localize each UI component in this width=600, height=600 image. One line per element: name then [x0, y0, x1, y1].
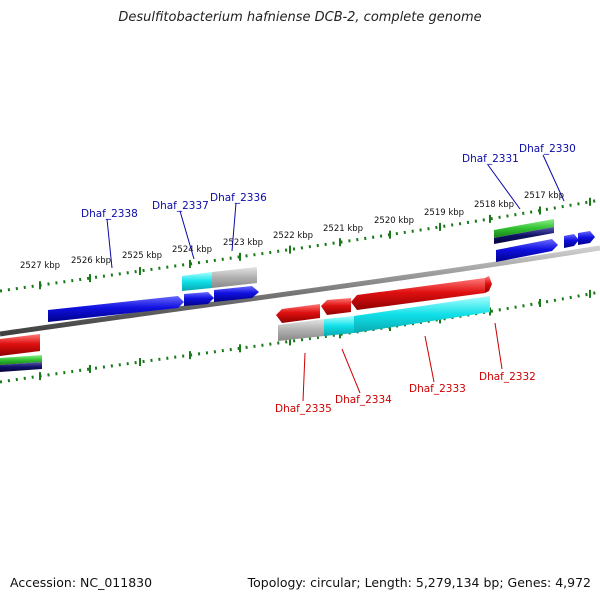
navy-feature — [0, 362, 42, 372]
lower-scale-line — [0, 290, 600, 384]
scale-label: 2522 kbp — [273, 231, 313, 241]
reverse-gene-arrow — [0, 334, 40, 356]
scale-label: 2517 kbp — [524, 191, 564, 201]
cyan-feature — [324, 316, 354, 336]
scale-labels: 2527 kbp 2526 kbp 2525 kbp 2524 kbp 2523… — [20, 191, 564, 271]
forward-leaders — [106, 154, 565, 269]
scale-label: 2523 kbp — [223, 238, 263, 248]
upper-major-ticks — [39, 197, 591, 290]
scale-label: 2525 kbp — [122, 251, 162, 261]
scale-label: 2520 kbp — [374, 216, 414, 226]
scale-label: 2521 kbp — [323, 224, 363, 234]
gene-arrow-dhaf-2330-a — [564, 234, 579, 248]
accession-text: Accession: NC_011830 — [10, 575, 153, 590]
gene-arrow-dhaf-2335 — [276, 304, 320, 323]
reverse-leaders — [302, 322, 503, 402]
green-feature — [494, 219, 554, 238]
gene-label-dhaf-2337: Dhaf_2337 — [152, 200, 209, 212]
gene-arrow-dhaf-2336 — [214, 286, 259, 302]
scale-label: 2518 kbp — [474, 200, 514, 210]
left-edge-features — [0, 334, 42, 372]
gene-label-dhaf-2330: Dhaf_2330 — [519, 143, 576, 155]
cyan-feature — [354, 296, 490, 333]
scale-label: 2526 kbp — [71, 256, 111, 266]
reverse-gene-track — [276, 276, 492, 341]
navy-feature — [494, 227, 554, 244]
map-title: Desulfitobacterium hafniense DCB-2, comp… — [118, 10, 482, 25]
scale-label: 2527 kbp — [20, 261, 60, 271]
reverse-gene-labels: Dhaf_2335 Dhaf_2334 Dhaf_2333 Dhaf_2332 — [275, 371, 536, 415]
gray-feature — [278, 319, 324, 341]
gene-label-dhaf-2336: Dhaf_2336 — [210, 192, 267, 204]
gene-arrow-dhaf-2331 — [496, 239, 558, 262]
gray-feature — [212, 267, 257, 288]
upper-scale-line — [0, 198, 600, 293]
gene-arrow-dhaf-2338 — [48, 296, 184, 322]
gene-arrow-dhaf-2332 — [485, 276, 492, 293]
cyan-feature — [182, 272, 212, 291]
genome-backbone — [0, 245, 600, 337]
gene-label-dhaf-2333: Dhaf_2333 — [409, 383, 466, 395]
gene-label-dhaf-2332: Dhaf_2332 — [479, 371, 536, 383]
green-feature — [0, 355, 42, 365]
gene-label-dhaf-2335: Dhaf_2335 — [275, 403, 332, 415]
genome-summary-text: Topology: circular; Length: 5,279,134 bp… — [247, 575, 591, 590]
forward-gene-labels: Dhaf_2338 Dhaf_2337 Dhaf_2336 Dhaf_2331 … — [81, 143, 576, 220]
gene-label-dhaf-2334: Dhaf_2334 — [335, 394, 392, 406]
gene-arrow-dhaf-2337 — [184, 292, 214, 306]
gene-label-dhaf-2338: Dhaf_2338 — [81, 208, 138, 220]
gene-arrow-dhaf-2334 — [321, 298, 351, 315]
gene-label-dhaf-2331: Dhaf_2331 — [462, 153, 519, 165]
scale-label: 2519 kbp — [424, 208, 464, 218]
gene-arrow-dhaf-2333 — [351, 278, 485, 310]
gene-arrow-dhaf-2330-b — [578, 231, 595, 245]
scale-label: 2524 kbp — [172, 245, 212, 255]
forward-gene-track — [48, 219, 595, 322]
